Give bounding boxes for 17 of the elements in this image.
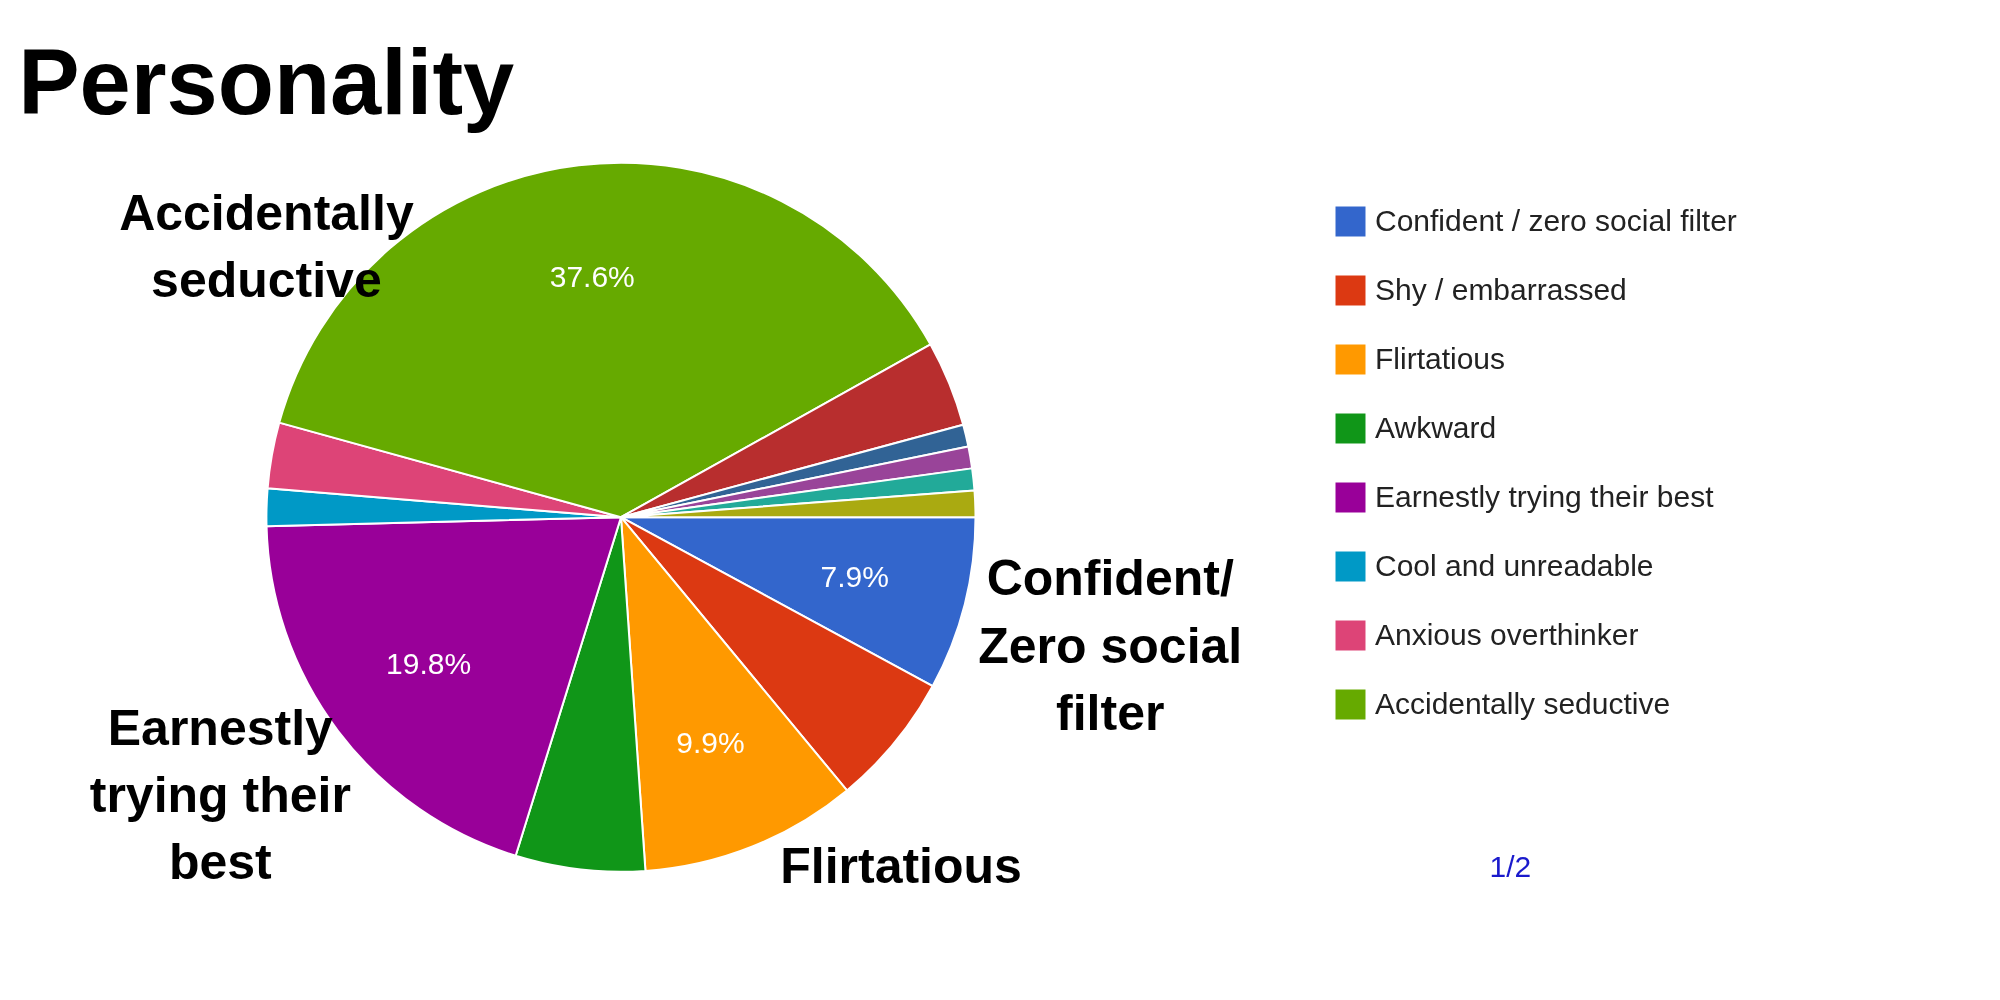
text: Earnestly trying their best <box>89 699 351 891</box>
chart-title: Personality <box>18 31 515 134</box>
legend-label: Shy / embarrassed <box>1375 273 1627 307</box>
legend-label: Flirtatious <box>1375 342 1506 376</box>
legend-label: Anxious overthinker <box>1375 618 1639 652</box>
text: Flirtatious <box>780 838 1022 895</box>
data-label: 37.6% <box>549 260 635 294</box>
text: 1/2 <box>1489 849 1532 883</box>
legend-label: Accidentally seductive <box>1375 687 1671 721</box>
data-label: 7.9% <box>820 560 889 594</box>
data-label: 9.9% <box>676 725 745 759</box>
legend-label: Confident / zero social filter <box>1375 204 1737 238</box>
legend-label: Cool and unreadable <box>1375 549 1654 583</box>
legend-label: Earnestly trying their best <box>1375 480 1714 514</box>
legend-label: Awkward <box>1375 411 1497 445</box>
text: Confident/ Zero social filter <box>978 550 1243 741</box>
data-label: 19.8% <box>386 646 472 680</box>
